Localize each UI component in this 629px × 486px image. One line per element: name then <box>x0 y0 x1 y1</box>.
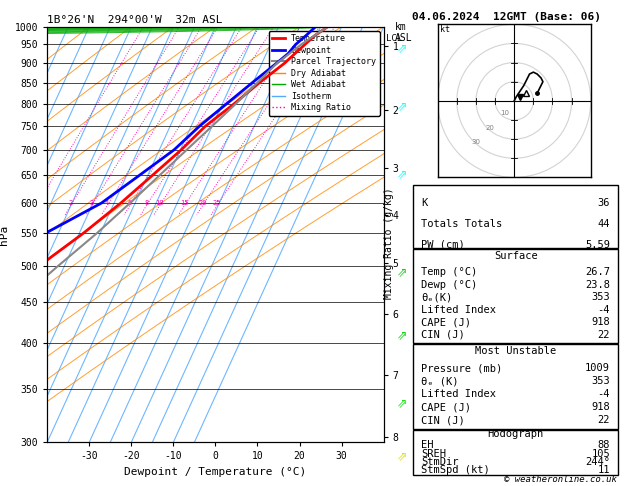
Text: Totals Totals: Totals Totals <box>421 219 503 228</box>
Text: ⇗: ⇗ <box>398 266 408 278</box>
Text: 1009: 1009 <box>585 363 610 373</box>
Text: LCL: LCL <box>386 34 403 43</box>
Text: 10: 10 <box>155 200 164 206</box>
Text: 04.06.2024  12GMT (Base: 06): 04.06.2024 12GMT (Base: 06) <box>412 12 601 22</box>
Text: Pressure (mb): Pressure (mb) <box>421 363 503 373</box>
Text: StmDir: StmDir <box>421 457 459 467</box>
Text: ⇗: ⇗ <box>398 101 408 113</box>
Text: Hodograph: Hodograph <box>487 429 544 439</box>
Text: ⇗: ⇗ <box>398 42 408 55</box>
Text: 36: 36 <box>598 198 610 208</box>
Text: 30: 30 <box>471 139 480 145</box>
Text: Most Unstable: Most Unstable <box>475 346 557 356</box>
Text: 26.7: 26.7 <box>585 267 610 278</box>
Y-axis label: km
ASL: km ASL <box>415 224 432 245</box>
Text: 10: 10 <box>500 110 509 116</box>
Text: CIN (J): CIN (J) <box>421 330 465 340</box>
Text: 22: 22 <box>598 330 610 340</box>
Text: Temp (°C): Temp (°C) <box>421 267 477 278</box>
Text: Lifted Index: Lifted Index <box>421 305 496 314</box>
Text: θₑ (K): θₑ (K) <box>421 376 459 386</box>
Text: 4: 4 <box>105 200 109 206</box>
Text: -4: -4 <box>598 305 610 314</box>
Text: StmSpd (kt): StmSpd (kt) <box>421 465 490 475</box>
Legend: Temperature, Dewpoint, Parcel Trajectory, Dry Adiabat, Wet Adiabat, Isotherm, Mi: Temperature, Dewpoint, Parcel Trajectory… <box>269 31 379 116</box>
Text: 20: 20 <box>486 124 494 131</box>
Text: ⇗: ⇗ <box>398 397 408 410</box>
Text: 918: 918 <box>591 317 610 327</box>
Text: 20: 20 <box>198 200 207 206</box>
X-axis label: Dewpoint / Temperature (°C): Dewpoint / Temperature (°C) <box>125 467 306 477</box>
Text: 15: 15 <box>180 200 189 206</box>
Text: 22: 22 <box>598 415 610 425</box>
Text: 105: 105 <box>591 449 610 458</box>
Text: SREH: SREH <box>421 449 447 458</box>
Text: ⇗: ⇗ <box>398 451 408 463</box>
Text: Dewp (°C): Dewp (°C) <box>421 280 477 290</box>
Text: 44: 44 <box>598 219 610 228</box>
Text: K: K <box>421 198 428 208</box>
Text: ⇗: ⇗ <box>398 169 408 181</box>
Text: 353: 353 <box>591 376 610 386</box>
Text: Surface: Surface <box>494 251 538 260</box>
Text: 2: 2 <box>69 200 72 206</box>
Text: CAPE (J): CAPE (J) <box>421 402 472 412</box>
Text: 88: 88 <box>598 440 610 451</box>
Text: © weatheronline.co.uk: © weatheronline.co.uk <box>504 474 616 484</box>
Text: 6: 6 <box>128 200 131 206</box>
Text: ⇗: ⇗ <box>398 329 408 342</box>
Text: 1B°26'N  294°00'W  32m ASL: 1B°26'N 294°00'W 32m ASL <box>47 15 223 25</box>
Text: Mixing Ratio (g/kg): Mixing Ratio (g/kg) <box>384 187 394 299</box>
Text: 3: 3 <box>89 200 94 206</box>
Text: 11: 11 <box>598 465 610 475</box>
Text: kt: kt <box>440 25 450 34</box>
Text: EH: EH <box>421 440 434 451</box>
Text: km
ASL: km ASL <box>395 22 413 43</box>
Text: θₑ(K): θₑ(K) <box>421 292 453 302</box>
Text: 23.8: 23.8 <box>585 280 610 290</box>
Text: 5.59: 5.59 <box>585 240 610 250</box>
Text: 25: 25 <box>213 200 221 206</box>
Text: CAPE (J): CAPE (J) <box>421 317 472 327</box>
Y-axis label: hPa: hPa <box>0 225 9 244</box>
Text: PW (cm): PW (cm) <box>421 240 465 250</box>
Text: CIN (J): CIN (J) <box>421 415 465 425</box>
Text: 8: 8 <box>144 200 148 206</box>
Text: 244°: 244° <box>585 457 610 467</box>
Text: 353: 353 <box>591 292 610 302</box>
Text: Lifted Index: Lifted Index <box>421 389 496 399</box>
Text: 918: 918 <box>591 402 610 412</box>
Text: -4: -4 <box>598 389 610 399</box>
